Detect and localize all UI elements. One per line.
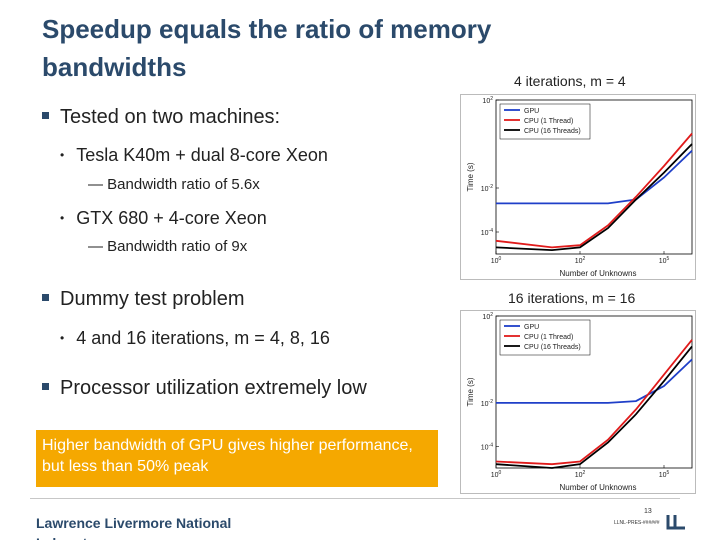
bullet-tested: Tested on two machines: bbox=[42, 106, 280, 129]
chart-4-iterations: 100 102 105 10-4 10-2 102 Number of Unknowns Ti… bbox=[460, 94, 696, 280]
x-tick-label: 105 bbox=[659, 470, 670, 479]
bullet-dot-icon: • bbox=[60, 211, 65, 225]
bullet-square-icon bbox=[42, 112, 49, 120]
bullet-dot-icon: • bbox=[60, 331, 65, 345]
bullet-iterations-text: 4 and 16 iterations, m = 4, 8, 16 bbox=[76, 328, 330, 348]
chart-1-title: 4 iterations, m = 4 bbox=[514, 73, 626, 89]
x-tick-label: 100 bbox=[491, 470, 502, 479]
bullet-dummy-text: Dummy test problem bbox=[60, 288, 245, 310]
y-tick-label: 102 bbox=[482, 96, 493, 105]
callout-box: Higher bandwidth of GPU gives higher per… bbox=[36, 430, 438, 487]
chart-legend: GPU CPU (1 Thread) CPU (16 Threads) bbox=[499, 319, 591, 356]
bullet-square-icon bbox=[42, 294, 49, 302]
plot-area bbox=[495, 315, 693, 469]
series-line-2 bbox=[495, 339, 693, 466]
series-line-2 bbox=[495, 132, 693, 249]
llnl-pres-number: LLNL-PRES-###### bbox=[614, 520, 660, 526]
legend-entry: CPU (16 Threads) bbox=[524, 128, 581, 135]
x-tick-label: 102 bbox=[575, 470, 586, 479]
legend-entry: CPU (1 Thread) bbox=[524, 334, 573, 341]
slide-title: Speedup equals the ratio of memory bandw… bbox=[42, 14, 492, 82]
x-tick-label: 105 bbox=[659, 256, 670, 265]
bullet-tesla-text: Tesla K40m + dual 8-core Xeon bbox=[76, 145, 328, 165]
y-tick-label: 10-2 bbox=[481, 399, 493, 408]
bullet-utilization-text: Processor utilization extremely low bbox=[60, 377, 367, 399]
y-tick-label: 10-4 bbox=[481, 442, 493, 451]
bullet-dot-icon: • bbox=[60, 148, 65, 162]
y-axis-label: Time (s) bbox=[466, 377, 475, 406]
series-line-1 bbox=[496, 149, 693, 205]
x-tick-label: 102 bbox=[575, 256, 586, 265]
bullet-gtx-text: GTX 680 + 4-core Xeon bbox=[76, 208, 267, 228]
series-line-1 bbox=[496, 358, 693, 404]
bullet-square-icon bbox=[42, 383, 49, 391]
x-tick-label: 100 bbox=[491, 256, 502, 265]
footer-lab-name: Lawrence Livermore National Laboratory bbox=[36, 515, 232, 540]
legend-entry: CPU (16 Threads) bbox=[524, 344, 581, 351]
chart-16-iterations: 100 102 105 10-4 10-2 102 Number of Unknowns Ti… bbox=[460, 310, 696, 494]
legend-entry: GPU bbox=[524, 108, 539, 115]
bullet-dummy: Dummy test problem bbox=[42, 288, 245, 311]
page-number: 13 bbox=[644, 508, 652, 515]
chart-2-title: 16 iterations, m = 16 bbox=[508, 290, 636, 306]
bullet-tesla-ratio: — Bandwidth ratio of 5.6x bbox=[88, 176, 260, 193]
legend-entry: CPU (1 Thread) bbox=[524, 118, 573, 125]
plot-area bbox=[495, 99, 693, 255]
y-tick-label: 102 bbox=[482, 312, 493, 321]
x-axis-label: Number of Unknowns bbox=[560, 483, 637, 492]
bullet-tested-text: Tested on two machines: bbox=[60, 106, 281, 128]
chart-legend: GPU CPU (1 Thread) CPU (16 Threads) bbox=[499, 103, 591, 140]
bullet-gtx: • GTX 680 + 4-core Xeon bbox=[60, 208, 267, 229]
bullet-gtx-ratio: — Bandwidth ratio of 9x bbox=[88, 238, 248, 255]
x-axis-label: Number of Unknowns bbox=[560, 269, 637, 278]
bullet-utilization: Processor utilization extremely low bbox=[42, 377, 367, 400]
series-line-3 bbox=[495, 345, 693, 469]
footer-divider bbox=[30, 498, 680, 499]
y-axis-label: Time (s) bbox=[466, 162, 475, 191]
y-tick-label: 10-4 bbox=[481, 228, 493, 237]
series-line-3 bbox=[495, 143, 693, 252]
bullet-iterations: • 4 and 16 iterations, m = 4, 8, 16 bbox=[60, 328, 330, 349]
bullet-tesla: • Tesla K40m + dual 8-core Xeon bbox=[60, 145, 328, 166]
y-tick-label: 10-2 bbox=[481, 184, 493, 193]
legend-entry: GPU bbox=[524, 324, 539, 331]
llnl-logo-icon bbox=[666, 515, 685, 530]
